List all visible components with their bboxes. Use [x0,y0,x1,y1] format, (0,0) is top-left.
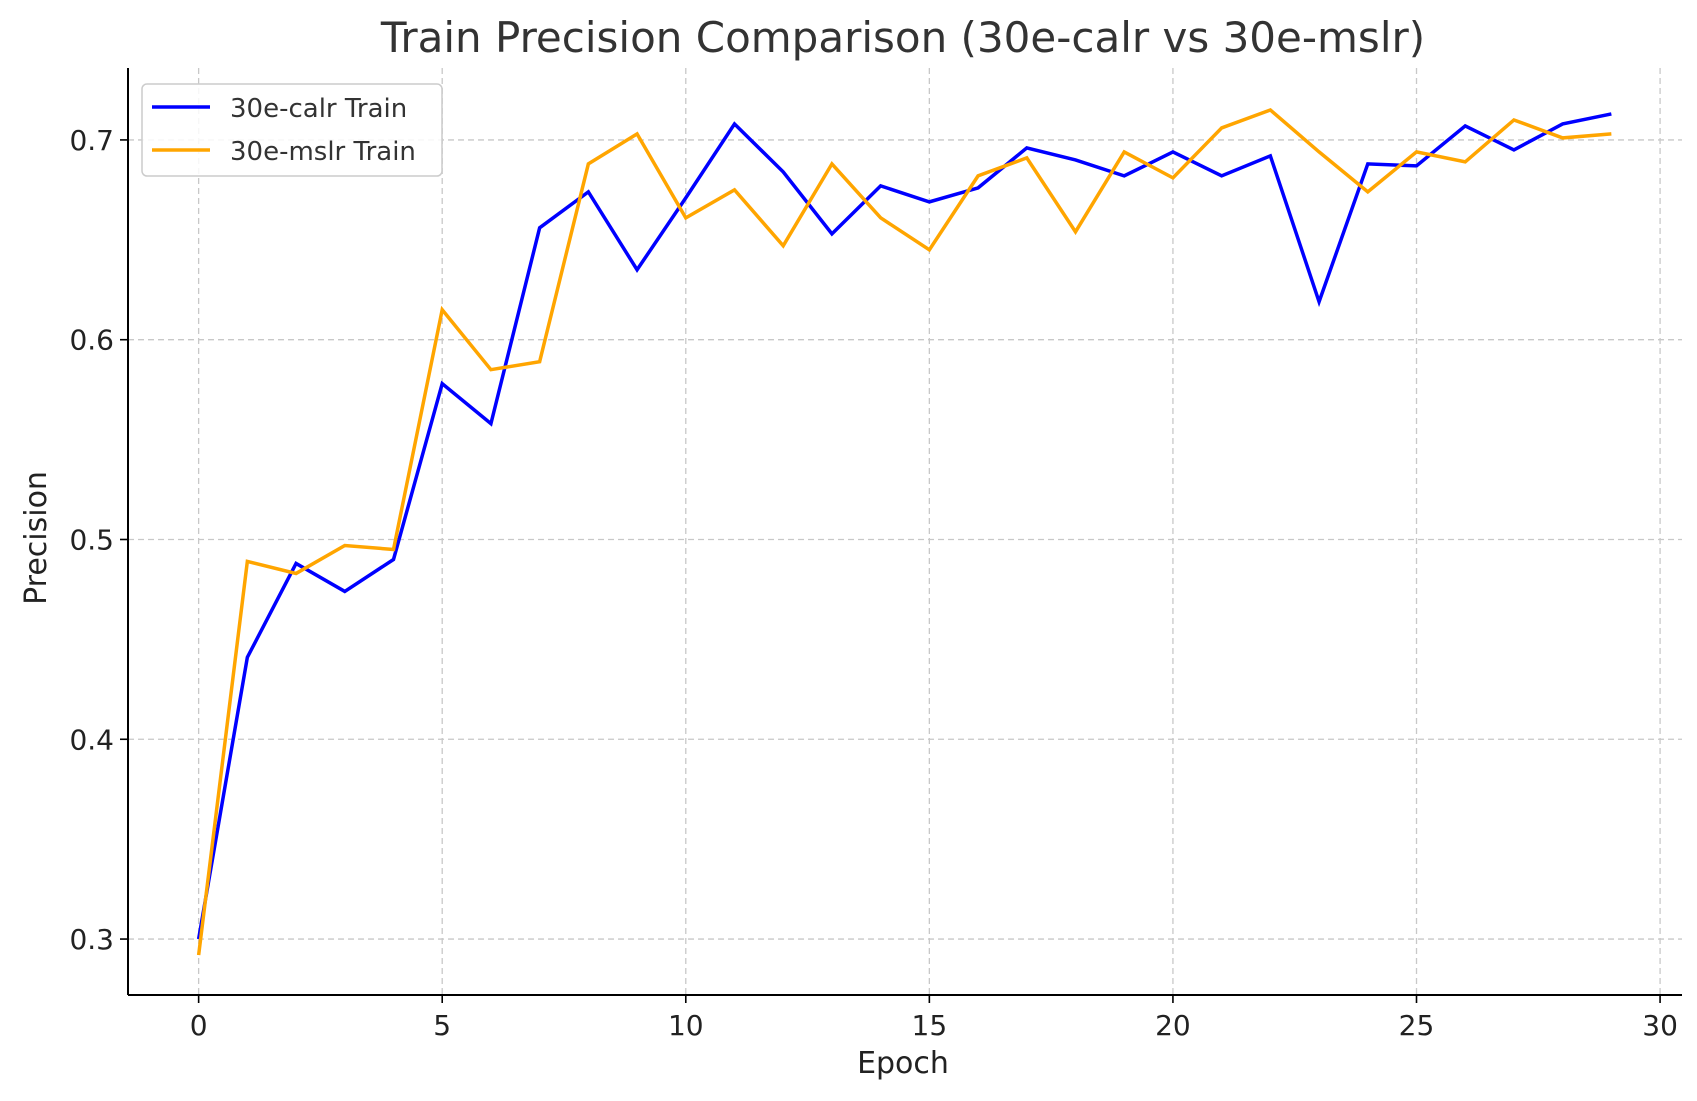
y-tick-label: 0.4 [69,723,114,756]
y-tick-label: 0.3 [69,923,114,956]
legend: 30e-calr Train 30e-mslr Train [141,83,443,177]
x-tick-label: 20 [1155,1009,1191,1042]
series-line-calr [196,112,1612,940]
grid [128,68,1682,995]
x-tick-label: 30 [1642,1009,1678,1042]
x-tick-label: 10 [668,1009,704,1042]
axes [127,68,1682,996]
y-tick-label: 0.6 [69,324,114,357]
legend-label-calr: 30e-calr Train [230,94,407,124]
x-tick-label: 25 [1399,1009,1435,1042]
y-axis-label: Precision [19,471,54,605]
x-tick-label: 5 [433,1009,451,1042]
ticks: 0 5 10 15 20 25 30 0.3 0.4 0.5 0.6 0.7 [69,124,1677,1042]
chart-title: Train Precision Comparison (30e-calr vs … [380,13,1425,62]
series-line-mslr [196,107,1612,956]
x-axis-label: Epoch [857,1046,949,1081]
y-tick-label: 0.5 [69,523,114,556]
x-tick-label: 15 [912,1009,948,1042]
x-tick-label: 0 [190,1009,208,1042]
series-lines [196,107,1612,956]
y-tick-label: 0.7 [69,124,114,157]
legend-frame [141,83,443,177]
legend-label-mslr: 30e-mslr Train [230,137,416,167]
